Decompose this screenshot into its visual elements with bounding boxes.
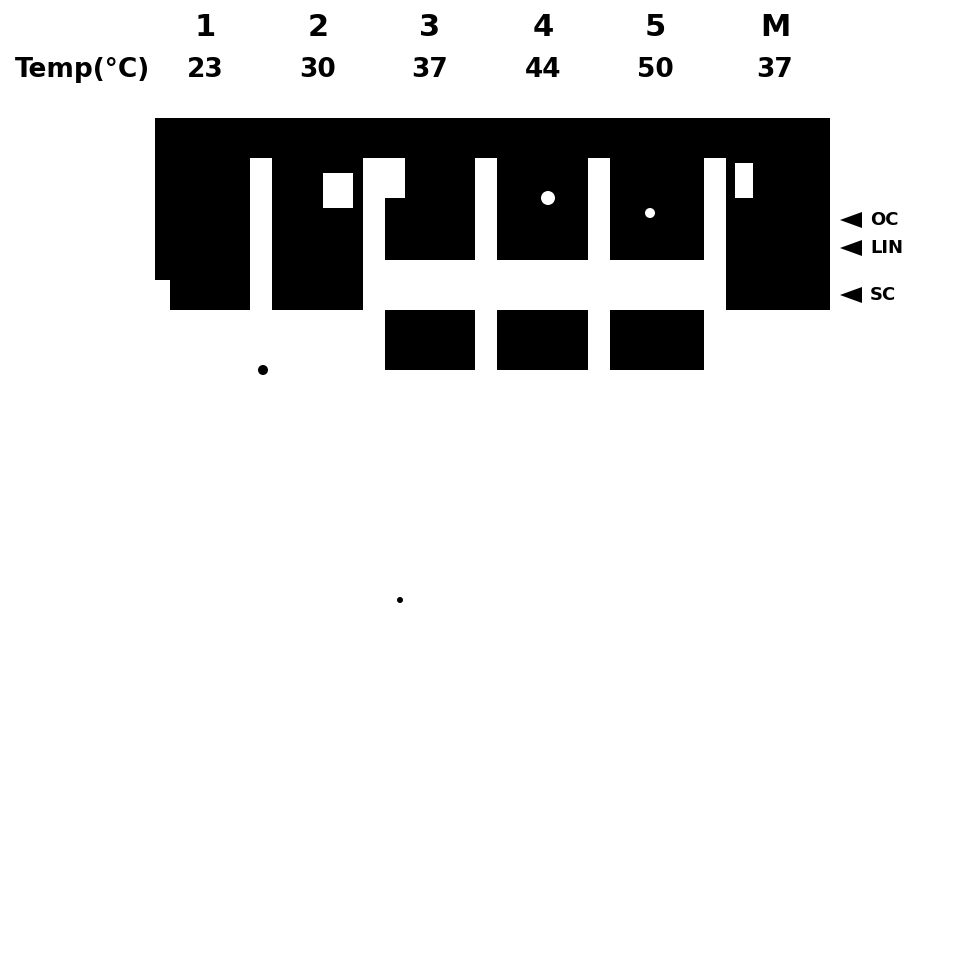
Text: 37: 37 — [411, 57, 449, 83]
Bar — [704, 158, 726, 320]
Bar — [380, 310, 480, 370]
Text: 23: 23 — [186, 57, 223, 83]
Bar — [323, 173, 353, 208]
Bar — [0, 0, 155, 959]
Text: 4: 4 — [532, 13, 554, 42]
Bar — [363, 260, 385, 390]
Bar — [363, 158, 385, 320]
Bar — [493, 260, 593, 310]
Bar — [475, 300, 497, 440]
Bar — [493, 310, 593, 370]
Polygon shape — [840, 287, 862, 303]
Bar — [0, 0, 961, 118]
Bar — [605, 310, 705, 370]
Text: 1: 1 — [194, 13, 215, 42]
Bar — [250, 158, 272, 320]
Bar — [605, 260, 705, 310]
Text: Temp(°C): Temp(°C) — [15, 57, 150, 83]
Bar — [475, 260, 497, 390]
Text: OC: OC — [870, 211, 899, 229]
Polygon shape — [840, 212, 862, 228]
Bar — [475, 158, 497, 320]
Circle shape — [645, 208, 655, 218]
Bar — [155, 280, 170, 320]
Text: SC: SC — [870, 286, 897, 304]
Text: 3: 3 — [419, 13, 440, 42]
Circle shape — [397, 597, 403, 603]
Circle shape — [541, 191, 555, 205]
Bar — [704, 300, 726, 440]
Text: 2: 2 — [308, 13, 329, 42]
Text: LIN: LIN — [870, 239, 903, 257]
Bar — [830, 0, 961, 959]
Text: 30: 30 — [300, 57, 336, 83]
Bar — [380, 260, 480, 310]
Bar — [363, 300, 385, 440]
Bar — [250, 300, 272, 440]
Bar — [588, 260, 610, 390]
Text: 50: 50 — [636, 57, 674, 83]
Text: 5: 5 — [645, 13, 666, 42]
Bar — [735, 163, 753, 198]
Bar — [588, 300, 610, 440]
Text: 37: 37 — [756, 57, 794, 83]
Bar — [155, 118, 830, 310]
Text: 44: 44 — [525, 57, 561, 83]
Polygon shape — [840, 240, 862, 256]
Bar — [385, 158, 405, 198]
Bar — [155, 295, 160, 315]
Text: M: M — [760, 13, 790, 42]
Bar — [588, 158, 610, 320]
Circle shape — [258, 365, 268, 375]
